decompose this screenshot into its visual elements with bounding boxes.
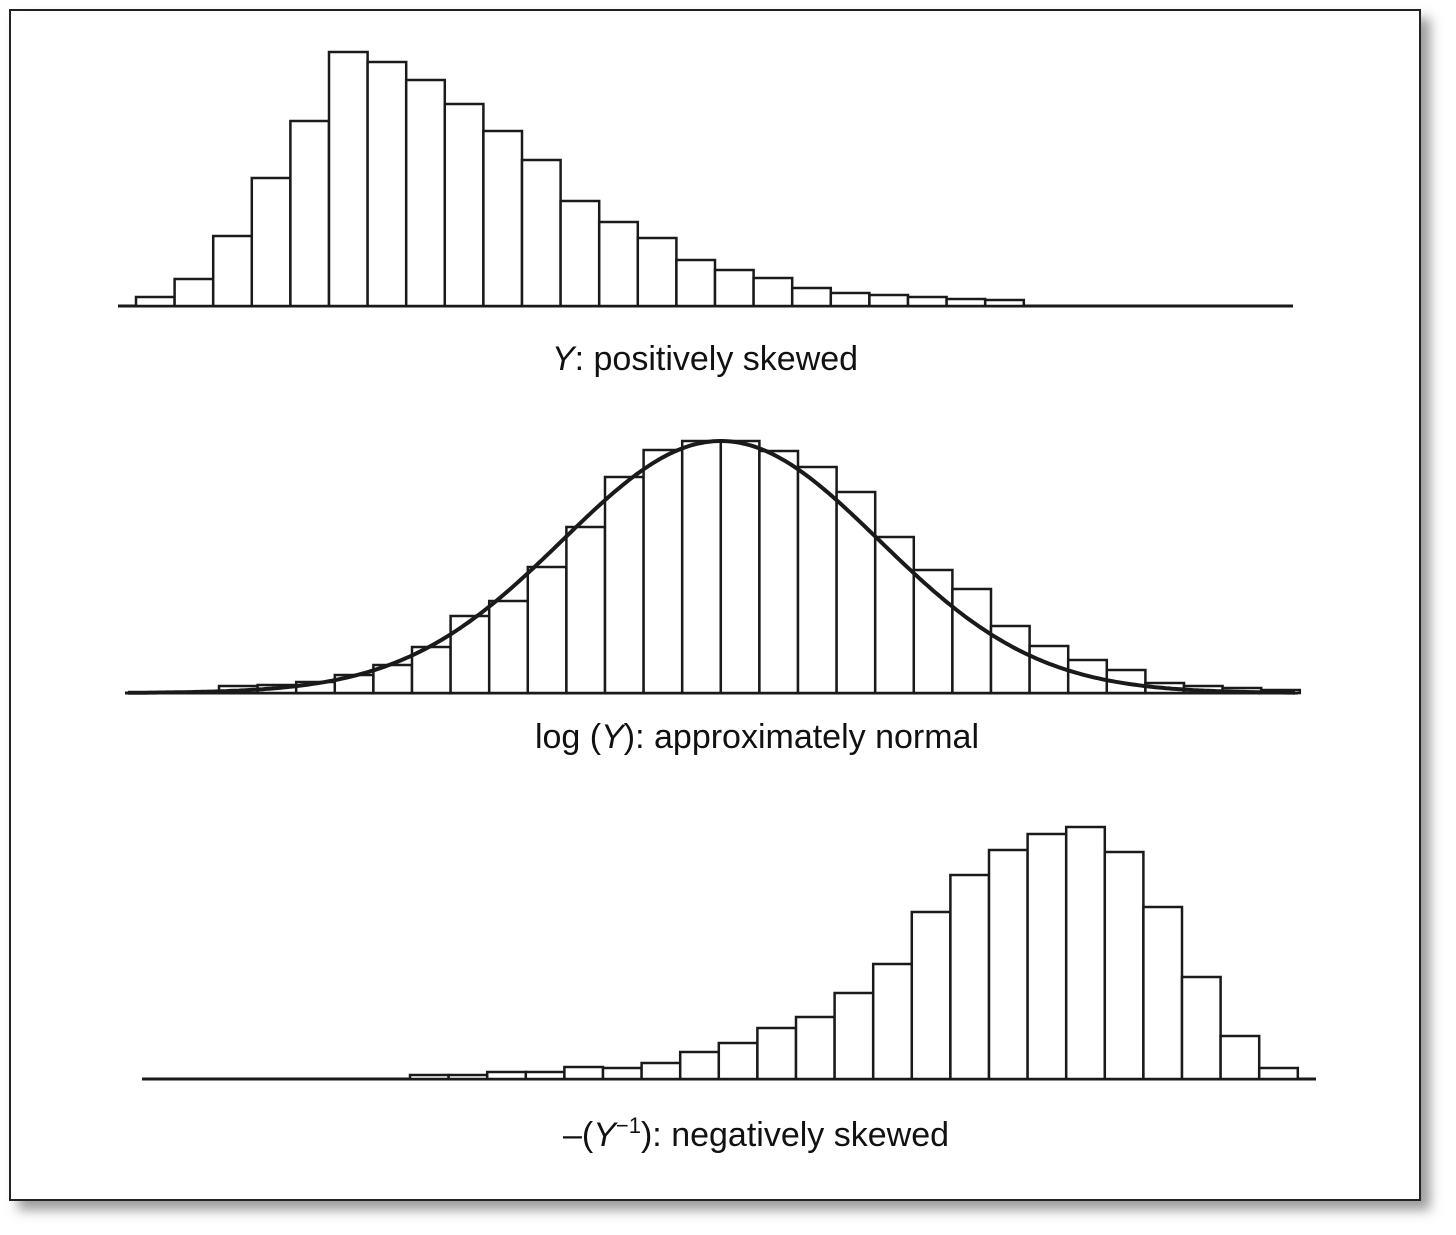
histogram-bar <box>1180 975 1222 1081</box>
histogram-bar <box>713 268 755 308</box>
histogram-bar <box>250 176 292 308</box>
histogram-positively-skewed: Y: positively skewed <box>118 50 1293 378</box>
histogram-bar <box>675 258 717 308</box>
histogram-bar <box>717 1041 759 1081</box>
caption: –(Y−1): negatively skewed <box>563 1113 949 1154</box>
histogram-bar <box>482 129 524 308</box>
histogram-bar <box>642 448 684 695</box>
histogram-bar <box>945 297 987 308</box>
histogram-bar <box>987 848 1029 1081</box>
histogram-bar <box>796 465 838 695</box>
histogram-bar <box>1257 1066 1300 1081</box>
histogram-bar <box>829 291 871 308</box>
histogram-bar <box>520 158 562 308</box>
histogram-bar <box>873 535 916 695</box>
histogram-bar <box>526 565 568 695</box>
histogram-bar <box>906 295 948 308</box>
histogram-bar <box>597 220 640 308</box>
histogram-approximately-normal: log (Y): approximately normal <box>125 439 1302 756</box>
histogram-bar <box>1026 832 1068 1081</box>
histogram-bar <box>408 1073 450 1081</box>
histogram-bar <box>983 298 1026 308</box>
histogram-bar <box>443 102 485 308</box>
histogram-bar <box>449 614 491 695</box>
histogram-bar <box>794 1015 836 1081</box>
histogram-bar <box>636 236 678 308</box>
caption: Y: positively skewed <box>552 340 858 378</box>
histogram-bar <box>680 439 723 695</box>
histogram-bar <box>601 1066 643 1081</box>
histogram-bar <box>868 293 910 308</box>
histogram-bar <box>910 910 952 1081</box>
histogram-bar <box>211 234 254 308</box>
histogram-bar <box>833 991 875 1081</box>
histogram-bar <box>719 439 761 695</box>
histogram-bar <box>949 873 991 1081</box>
histogram-bar <box>1103 850 1145 1081</box>
histogram-bar <box>951 587 993 695</box>
histogram-bar <box>327 50 369 308</box>
histogram-bar <box>640 1061 682 1081</box>
histogram-bar <box>559 199 601 308</box>
histogram-bar <box>1064 825 1107 1081</box>
histogram-bar <box>758 449 800 695</box>
histogram-bar <box>756 1026 798 1081</box>
histogram-bar <box>1142 905 1184 1081</box>
histogram-bar <box>524 1070 566 1081</box>
histogram-bar <box>1219 1034 1261 1081</box>
histogram-bar <box>603 475 645 695</box>
histogram-bar <box>289 119 331 308</box>
histogram-bar <box>752 276 794 308</box>
histogram-bar <box>835 490 877 695</box>
histogram-bar <box>565 525 607 695</box>
histogram-bar <box>134 295 176 308</box>
normal-curve <box>128 439 1296 695</box>
histogram-bar <box>173 277 215 308</box>
histogram-bar <box>678 1050 721 1081</box>
histogram-bar <box>563 1065 605 1081</box>
histogram-bar <box>447 1073 489 1081</box>
histogram-bar <box>487 599 530 695</box>
caption: log (Y): approximately normal <box>535 718 979 756</box>
histogram-negatively-skewed: –(Y−1): negatively skewed <box>142 825 1316 1154</box>
histogram-bar <box>790 286 833 308</box>
histogram-bar <box>366 60 408 308</box>
histogram-bar <box>485 1070 528 1081</box>
histogram-bar <box>404 78 447 308</box>
histogram-bar <box>871 962 914 1081</box>
